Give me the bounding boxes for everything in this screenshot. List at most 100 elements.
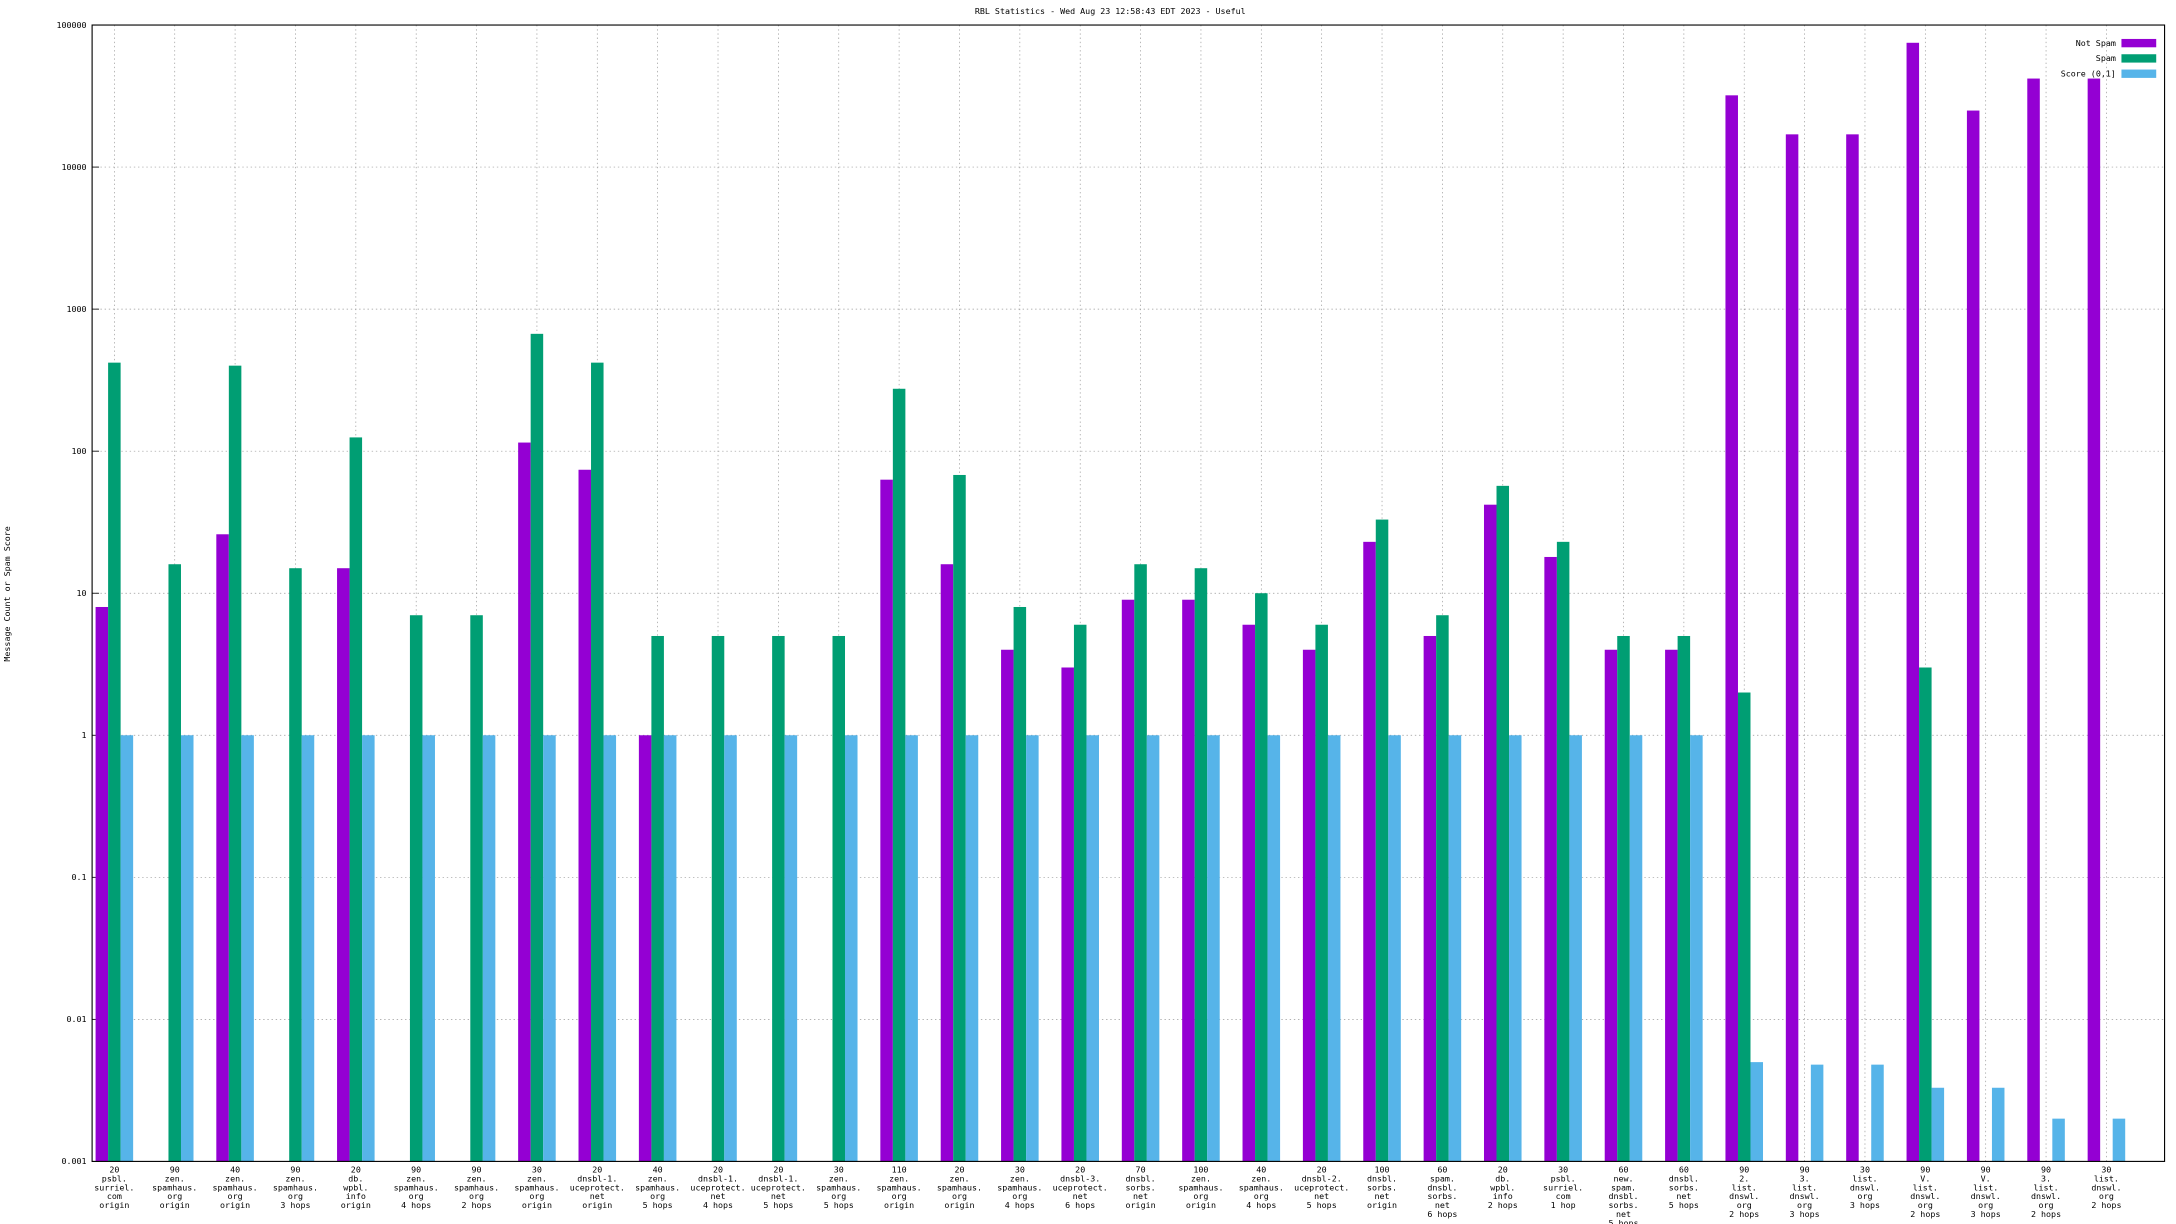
bar <box>409 615 423 1162</box>
x-tick-label: zen. <box>949 1173 969 1183</box>
x-tick-label: 20 <box>713 1165 723 1175</box>
x-tick-label: net <box>710 1191 725 1201</box>
x-tick-label: org <box>409 1191 424 1201</box>
x-tick-label: list. <box>1913 1182 1938 1192</box>
bar <box>422 735 435 1162</box>
x-tick-label: 90 <box>472 1165 482 1175</box>
x-tick-label: dnsbl. <box>1427 1182 1457 1192</box>
x-tick-label: 90 <box>1920 1165 1930 1175</box>
bar <box>1871 1064 1884 1162</box>
x-tick-label: db. <box>1495 1173 1510 1183</box>
x-tick-label: 5 hops <box>1669 1200 1699 1210</box>
bar <box>120 735 134 1162</box>
bar <box>1509 735 1522 1162</box>
x-tick-label: dnsbl-3. <box>1060 1173 1100 1183</box>
x-tick-label: 90 <box>2041 1165 2051 1175</box>
bar <box>1121 599 1135 1162</box>
bar <box>724 735 737 1162</box>
x-tick-label: dnswl. <box>1850 1182 1880 1192</box>
bar <box>905 735 918 1162</box>
x-tick-label: net <box>1616 1209 1631 1219</box>
bar <box>1086 735 1099 1162</box>
bar <box>1569 735 1582 1162</box>
bar <box>1327 735 1341 1162</box>
x-tick-label: 90 <box>1739 1165 1749 1175</box>
bar <box>965 735 979 1162</box>
y-tick-label: 0.1 <box>71 872 86 882</box>
x-tick-label: org <box>1978 1200 1993 1210</box>
x-tick-label: com <box>107 1191 122 1201</box>
x-tick-label: org <box>831 1191 846 1201</box>
x-tick-label: 3 hops <box>1850 1200 1880 1210</box>
x-tick-label: spam. <box>1611 1182 1636 1192</box>
bar <box>1991 1087 2005 1162</box>
bar <box>108 362 121 1162</box>
x-tick-label: spamhaus. <box>454 1182 499 1192</box>
x-tick-label: 20 <box>773 1165 783 1175</box>
x-tick-label: spamhaus. <box>394 1182 439 1192</box>
y-tick-label: 1000 <box>66 304 86 314</box>
bar <box>530 333 544 1162</box>
bar <box>362 735 375 1162</box>
bar <box>1448 735 1462 1162</box>
x-tick-label: 5 hops <box>1608 1218 1638 1224</box>
x-tick-label: 100 <box>1193 1165 1208 1175</box>
x-tick-label: zen. <box>406 1173 426 1183</box>
plot-border <box>91 24 2166 1162</box>
x-tick-label: org <box>1254 1191 1269 1201</box>
x-tick-label: 90 <box>290 1165 300 1175</box>
bar <box>1906 42 1920 1162</box>
x-tick-label: 30 <box>532 1165 542 1175</box>
x-tick-label: 90 <box>411 1165 421 1175</box>
bar <box>228 365 242 1162</box>
x-tick-label: 20 <box>109 1165 119 1175</box>
bar <box>832 635 846 1162</box>
bar <box>1207 735 1220 1162</box>
bar <box>1388 735 1401 1162</box>
x-tick-label: spamhaus. <box>514 1182 559 1192</box>
x-tick-label: spamhaus. <box>635 1182 680 1192</box>
bar <box>337 568 350 1162</box>
bar <box>953 474 966 1162</box>
x-tick-label: zen. <box>225 1173 245 1183</box>
bar <box>1931 1087 1945 1162</box>
x-tick-label: 90 <box>1981 1165 1991 1175</box>
x-tick-label: 2 hops <box>2091 1200 2121 1210</box>
bar <box>482 735 496 1162</box>
bar <box>1267 735 1281 1162</box>
x-tick-label: dnsbl-2. <box>1302 1173 1342 1183</box>
x-tick-label: 4 hops <box>703 1200 733 1210</box>
bar <box>1737 692 1751 1162</box>
bar <box>95 606 109 1162</box>
x-tick-label: 60 <box>1679 1165 1689 1175</box>
bar <box>1026 735 1039 1162</box>
x-tick-label: 2 hops <box>1910 1209 1940 1219</box>
x-tick-label: info <box>1493 1191 1513 1201</box>
x-tick-label: 2 hops <box>1729 1209 1759 1219</box>
x-tick-label: 20 <box>592 1165 602 1175</box>
x-tick-label: 60 <box>1437 1165 1447 1175</box>
bar <box>1810 1064 1824 1162</box>
x-tick-label: origin <box>99 1200 129 1210</box>
bar <box>1001 649 1014 1162</box>
x-tick-label: spamhaus. <box>273 1182 318 1192</box>
bar <box>784 735 798 1162</box>
x-tick-label: 70 <box>1136 1165 1146 1175</box>
x-tick-label: org <box>650 1191 665 1201</box>
legend-swatch <box>2121 38 2157 48</box>
x-tick-label: origin <box>1367 1200 1397 1210</box>
x-tick-label: 90 <box>170 1165 180 1175</box>
bar <box>1302 649 1316 1162</box>
x-tick-label: dnsbl-1. <box>698 1173 738 1183</box>
x-tick-label: 4 hops <box>1005 1200 1035 1210</box>
x-tick-label: net <box>590 1191 605 1201</box>
bar <box>1544 556 1557 1162</box>
x-tick-label: net <box>1676 1191 1691 1201</box>
x-tick-label: origin <box>1186 1200 1216 1210</box>
bar <box>1134 564 1147 1162</box>
x-tick-label: uceprotect. <box>1053 1182 1108 1192</box>
x-tick-label: 20 <box>1317 1165 1327 1175</box>
x-tick-label: 4 hops <box>1246 1200 1276 1210</box>
